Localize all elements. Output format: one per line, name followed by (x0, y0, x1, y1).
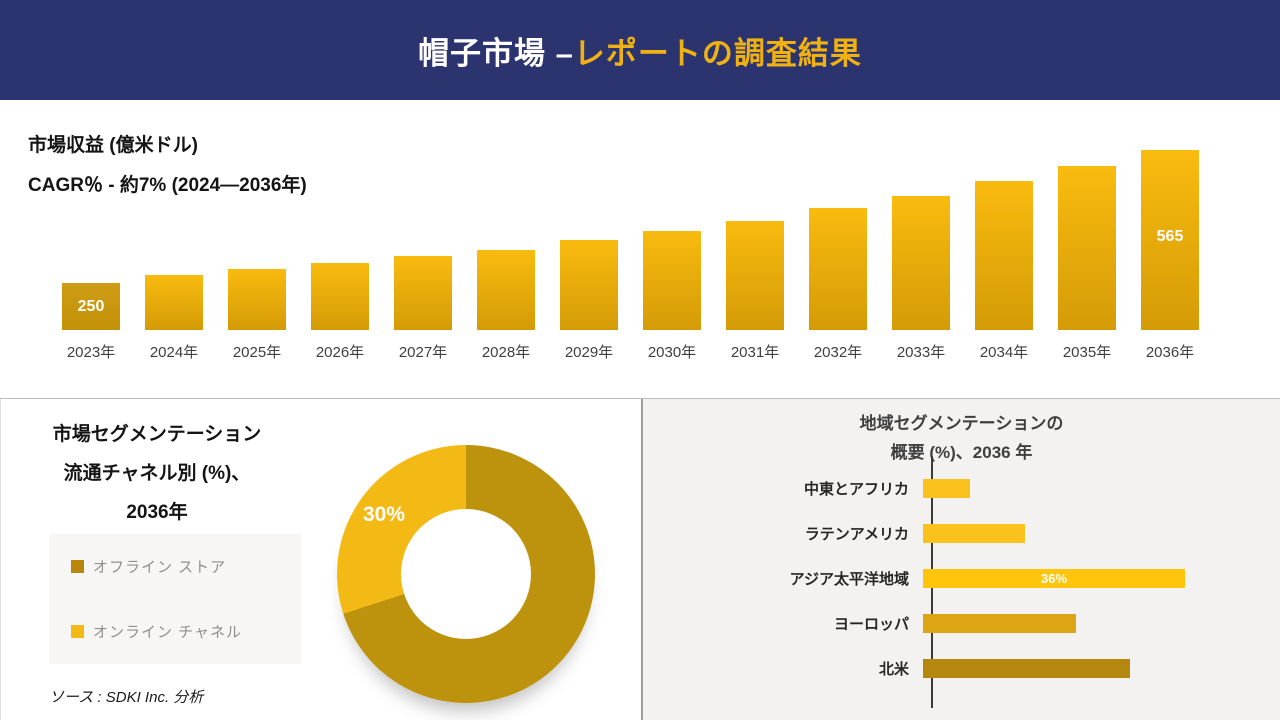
region-bar (923, 614, 1076, 633)
revenue-bar-column: 250 2023年 (62, 283, 120, 361)
year-label: 2024年 (149, 344, 199, 361)
revenue-bar (477, 250, 535, 330)
revenue-bar-column: 2028年 (477, 250, 535, 361)
revenue-bar (726, 221, 784, 330)
year-label: 2036年 (1145, 344, 1195, 361)
revenue-bar (560, 240, 618, 330)
region-label: ヨーロッパ (833, 616, 909, 633)
legend-label-offline: オフライン ストア (93, 559, 227, 576)
regional-title-line2: 概要 (%)、2036 年 (890, 443, 1033, 462)
region-bar (923, 659, 1130, 678)
revenue-bar: 250 (62, 283, 120, 330)
regional-title-line1: 地域セグメンテーションの (859, 414, 1064, 433)
region-label: 北米 (878, 661, 909, 678)
revenue-bar-value: 565 (1156, 228, 1184, 245)
donut-slice-label: 30% (363, 503, 406, 526)
page-title-gold: レポートの調査結果 (573, 35, 862, 71)
year-label: 2023年 (66, 344, 116, 361)
regional-bar-chart: 中東とアフリカ ラテンアメリカアジア太平洋地域 36% ヨーロッパ北米 (643, 466, 1280, 691)
region-row: ヨーロッパ (643, 601, 1280, 646)
region-row: 北米 (643, 646, 1280, 691)
revenue-bar-chart: 250 2023年 2024年 2025年 2026年 2027年 2028年 2029年 20… (62, 150, 1199, 361)
revenue-bar (394, 256, 452, 330)
year-label: 2025年 (232, 344, 282, 361)
revenue-bar-column: 2035年 (1058, 166, 1116, 361)
year-label: 2029年 (564, 344, 614, 361)
year-label: 2027年 (398, 344, 448, 361)
revenue-bar (975, 181, 1033, 330)
revenue-bar-value: 250 (77, 297, 105, 315)
channel-legend: オフライン ストア オンライン チャネル (49, 534, 301, 664)
revenue-bar (1058, 166, 1116, 330)
channel-segmentation-panel: 市場セグメンテーション 流通チャネル別 (%)、 2036年 オフライン ストア… (0, 399, 641, 720)
region-row: アジア太平洋地域 36% (643, 556, 1280, 601)
revenue-bar-column: 2025年 (228, 269, 286, 361)
revenue-bar-column: 2030年 (643, 231, 701, 361)
region-row: 中東とアフリカ (643, 466, 1280, 511)
region-row: ラテンアメリカ (643, 511, 1280, 556)
channel-title-line3: 2036年 (126, 502, 188, 523)
region-bar-value: 36% (1040, 571, 1068, 586)
legend-item-offline: オフライン ストア (71, 556, 301, 577)
revenue-bar-column: 2029年 (560, 240, 618, 361)
year-label: 2033年 (896, 344, 946, 361)
legend-label-online: オンライン チャネル (93, 624, 243, 641)
online-swatch-icon (71, 625, 84, 638)
year-label: 2034年 (979, 344, 1029, 361)
year-label: 2035年 (1062, 344, 1112, 361)
region-bar: 36% (923, 569, 1185, 588)
revenue-bar-column: 2024年 (145, 275, 203, 361)
revenue-bar-column: 2027年 (394, 256, 452, 361)
offline-swatch-icon (71, 560, 84, 573)
revenue-bar (311, 263, 369, 330)
revenue-bar (643, 231, 701, 330)
revenue-bar-column: 2033年 (892, 196, 950, 361)
page-title-white: 帽子市場 – (418, 35, 574, 71)
region-label: アジア太平洋地域 (789, 571, 909, 588)
cagr-label: CAGR％ - 約7% (2024―2036年) (28, 175, 307, 196)
revenue-bar (145, 275, 203, 330)
revenue-bar-column: 2026年 (311, 263, 369, 361)
year-label: 2028年 (481, 344, 531, 361)
legend-item-online: オンライン チャネル (71, 621, 301, 642)
year-label: 2026年 (315, 344, 365, 361)
region-bar (923, 479, 970, 498)
channel-title-line2: 流通チャネル別 (%)、 (63, 463, 251, 484)
revenue-bar-column: 565 2036年 (1141, 150, 1199, 361)
channel-title-line1: 市場セグメンテーション (52, 424, 262, 445)
revenue-section: 市場収益 (億米ドル) CAGR％ - 約7% (2024―2036年) 250… (0, 100, 1280, 398)
region-label: 中東とアフリカ (803, 481, 909, 498)
channel-chart-title: 市場セグメンテーション 流通チャネル別 (%)、 2036年 (9, 415, 305, 532)
year-label: 2032年 (813, 344, 863, 361)
year-label: 2031年 (730, 344, 780, 361)
regional-chart-title: 地域セグメンテーションの 概要 (%)、2036 年 (643, 399, 1280, 467)
channel-donut-chart: 30% (337, 445, 595, 703)
revenue-bar (228, 269, 286, 330)
revenue-bar (892, 196, 950, 330)
revenue-bar: 565 (1141, 150, 1199, 330)
regional-segmentation-panel: 地域セグメンテーションの 概要 (%)、2036 年 中東とアフリカ ラテンアメリ… (641, 399, 1280, 720)
source-line: ソース : SDKI Inc. 分析 (49, 689, 204, 706)
region-bar (923, 524, 1025, 543)
year-label: 2030年 (647, 344, 697, 361)
revenue-bar-column: 2031年 (726, 221, 784, 361)
revenue-metric-label: 市場収益 (億米ドル) (28, 135, 198, 156)
page-title: 帽子市場 –レポートの調査結果 (418, 28, 862, 73)
bottom-section: 市場セグメンテーション 流通チャネル別 (%)、 2036年 オフライン ストア… (0, 398, 1280, 720)
region-label: ラテンアメリカ (804, 526, 909, 543)
revenue-bar-column: 2034年 (975, 181, 1033, 361)
revenue-bar (809, 208, 867, 330)
header: 帽子市場 –レポートの調査結果 (0, 0, 1280, 100)
revenue-bar-column: 2032年 (809, 208, 867, 361)
